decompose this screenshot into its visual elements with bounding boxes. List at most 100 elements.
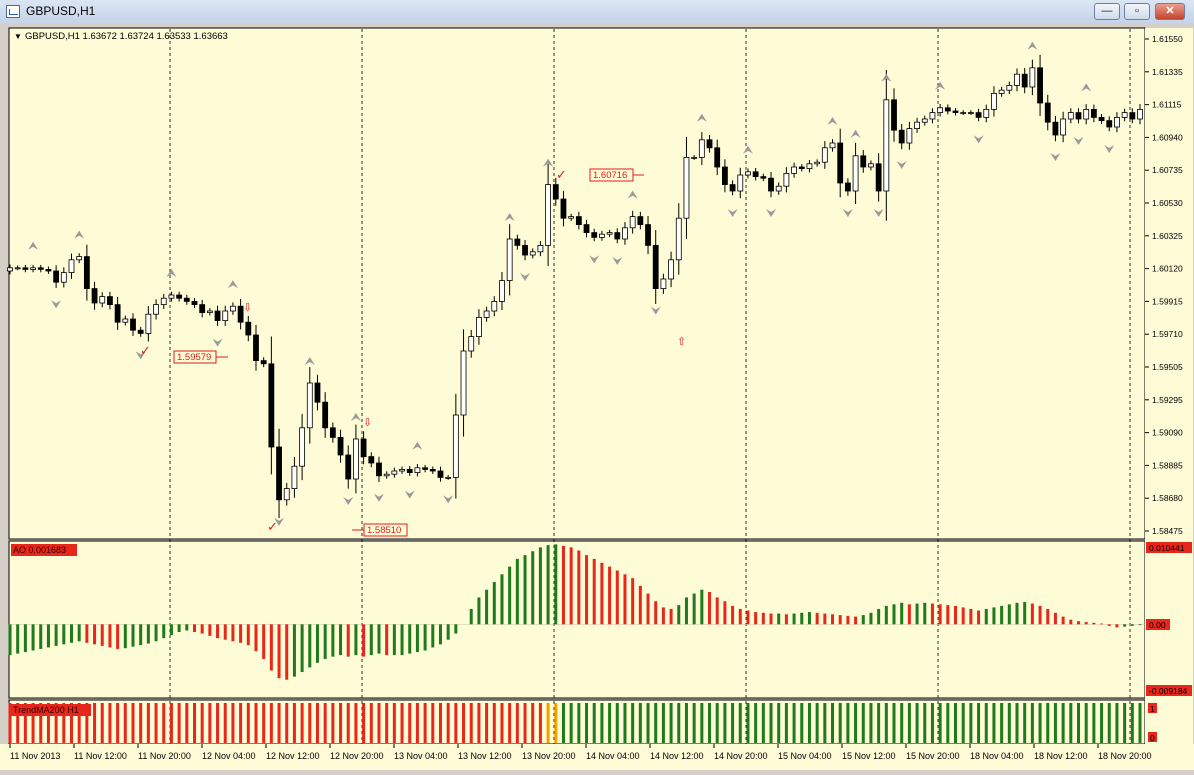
fractal-up-icon xyxy=(543,158,554,167)
fractal-down-icon xyxy=(373,493,384,502)
fractal-down-icon xyxy=(1050,153,1061,161)
candle-body xyxy=(306,382,313,429)
candle-body xyxy=(214,310,221,321)
fractal-down-icon xyxy=(520,273,531,281)
trend-scale-zero-box xyxy=(1148,732,1157,742)
price-label-1[interactable]: 1.59579 xyxy=(173,350,228,364)
candle-body xyxy=(276,446,282,501)
fractal-up-icon xyxy=(350,413,361,421)
fractal-up-icon xyxy=(850,129,861,138)
candle-body xyxy=(698,139,705,158)
candle-body xyxy=(1121,112,1128,118)
sell-arrow-icon: ⇩ xyxy=(243,302,252,314)
candle-body xyxy=(137,329,144,334)
fractal-down-icon xyxy=(973,135,984,144)
candle-body xyxy=(914,121,920,129)
price-label-3[interactable]: 1.58510 xyxy=(352,523,408,537)
ao-scale-zero: 0.00 xyxy=(1149,620,1166,630)
price-tick-label: 1.58475 xyxy=(1152,526,1183,536)
trend-scale-zero: 0 xyxy=(1150,733,1155,743)
ao-scale-max-box xyxy=(1146,542,1192,553)
candle-body xyxy=(376,462,382,477)
price-tick-label: 1.59505 xyxy=(1152,362,1183,372)
fractal-up-icon xyxy=(1027,41,1038,50)
maximize-button[interactable]: ▫ xyxy=(1124,3,1150,20)
candle-body xyxy=(476,316,482,337)
candle-body xyxy=(130,318,136,331)
candle-body xyxy=(745,171,751,176)
main-price-panel[interactable] xyxy=(8,27,1146,540)
ao-scale-zero-box xyxy=(1146,619,1170,630)
candle-body xyxy=(322,401,329,429)
price-tick-label: 1.58885 xyxy=(1152,460,1183,470)
candle-body xyxy=(299,427,306,467)
fractal-up-icon xyxy=(827,117,838,125)
price-label-3-text: 1.58510 xyxy=(367,525,401,536)
candle-body xyxy=(491,300,498,312)
chart-canvas[interactable]: 1.61550 1.61335 1.61115 1.60940 1.60735 1.605… xyxy=(0,24,1194,770)
candle-body xyxy=(429,468,436,472)
candle-body xyxy=(468,336,475,352)
candle-body xyxy=(952,110,959,113)
fractal-up-icon xyxy=(227,280,238,289)
candle-body xyxy=(122,318,129,323)
check-mark-icon: ✓ xyxy=(140,343,151,358)
price-tick-label: 1.61335 xyxy=(1152,67,1183,77)
candle-body xyxy=(622,227,628,240)
candle-body xyxy=(537,244,544,253)
fractal-down-icon xyxy=(842,209,853,217)
candle-body xyxy=(1006,85,1013,91)
candle-body xyxy=(406,468,413,473)
candle-body xyxy=(591,232,598,238)
candle-body xyxy=(921,118,928,123)
ao-scale-max: 0.010441 xyxy=(1149,543,1185,553)
fractal-down-icon xyxy=(612,257,623,265)
candle-body xyxy=(568,216,575,219)
chart-header: GBPUSD,H1 1.63672 1.63724 1.63533 1.6366… xyxy=(25,31,228,42)
price-tick-label: 1.60120 xyxy=(1152,264,1183,274)
minimize-button[interactable]: — xyxy=(1094,3,1120,20)
candle-body xyxy=(691,156,698,159)
time-label: 12 Nov 20:00 xyxy=(330,751,384,761)
sell-arrow-icon: ⇩ xyxy=(363,417,372,429)
candle-body xyxy=(883,99,890,192)
fractal-down-icon xyxy=(873,209,884,217)
candle-body xyxy=(1129,112,1136,120)
price-label-2[interactable]: 1.60716 xyxy=(589,168,644,182)
candle-body xyxy=(783,172,790,187)
time-scale-strip[interactable] xyxy=(0,744,1194,770)
ao-panel[interactable] xyxy=(8,540,1146,699)
candle-body xyxy=(529,251,536,256)
candle-body xyxy=(944,107,951,112)
candle-body xyxy=(145,313,152,334)
candle-body xyxy=(760,176,767,179)
fractal-down-icon xyxy=(343,497,354,505)
candle-body xyxy=(483,310,490,318)
candle-body xyxy=(83,256,90,290)
candle-body xyxy=(153,304,159,315)
fractal-down-icon xyxy=(404,490,415,499)
fractal-down-icon xyxy=(1073,137,1084,145)
fractal-up-icon xyxy=(696,113,707,122)
close-button[interactable]: ✕ xyxy=(1155,3,1185,20)
ao-scale-min: -0.009184 xyxy=(1149,686,1188,696)
time-label: 13 Nov 04:00 xyxy=(394,751,448,761)
price-tick-label: 1.59090 xyxy=(1152,428,1183,438)
candle-body xyxy=(114,304,121,323)
candle-body xyxy=(583,224,590,234)
candle-body xyxy=(506,238,513,281)
buy-arrow-icon: ⇧ xyxy=(677,336,686,348)
candle-body xyxy=(522,244,528,256)
candle-body xyxy=(629,216,636,229)
candle-body xyxy=(998,89,1005,94)
time-label: 15 Nov 04:00 xyxy=(778,751,832,761)
fractal-up-icon xyxy=(304,357,315,365)
candle-body xyxy=(460,350,467,416)
candle-body xyxy=(1137,109,1143,120)
chart-area[interactable]: 1.61550 1.61335 1.61115 1.60940 1.60735 1.605… xyxy=(0,24,1194,770)
check-mark-icon: ✓ xyxy=(556,167,567,182)
candle-body xyxy=(391,470,398,475)
candle-body xyxy=(675,217,682,261)
fractal-down-icon xyxy=(212,338,223,347)
chart-header-arrow[interactable]: ▼ xyxy=(14,32,22,41)
